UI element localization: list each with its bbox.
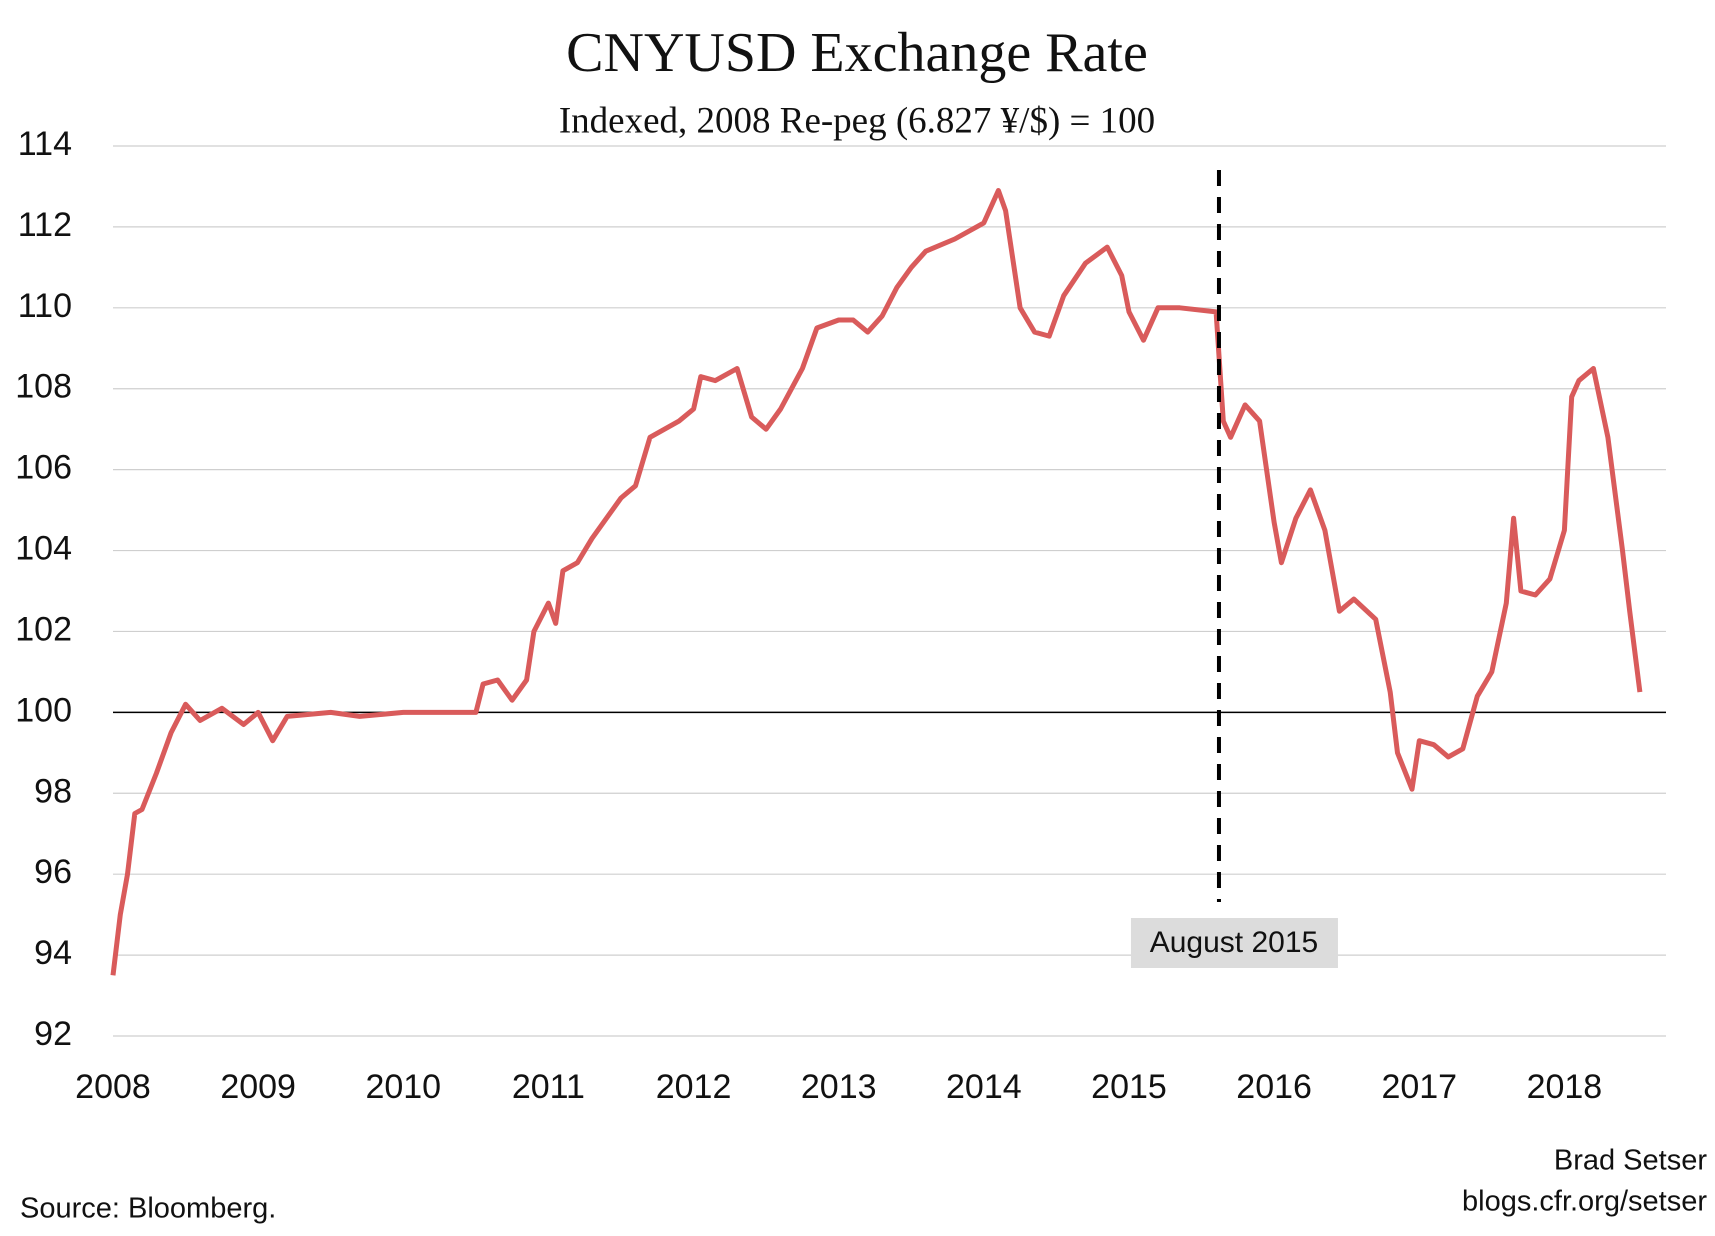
chart-subtitle: Indexed, 2008 Re-peg (6.827 ¥/$) = 100 [559, 100, 1155, 141]
y-tick-label: 104 [15, 530, 72, 568]
source-note: Source: Bloomberg. [20, 1193, 276, 1225]
y-tick-label: 114 [18, 125, 72, 163]
y-tick-label: 94 [34, 934, 72, 972]
x-tick-label: 2016 [1236, 1068, 1312, 1106]
x-tick-label: 2017 [1381, 1068, 1457, 1106]
chart-title: CNYUSD Exchange Rate [566, 22, 1148, 84]
y-tick-label: 108 [15, 368, 72, 406]
y-tick-label: 96 [34, 853, 72, 891]
credit: blogs.cfr.org/setser [1462, 1186, 1707, 1218]
x-tick-label: 2011 [512, 1068, 585, 1106]
credit: Brad Setser [1554, 1145, 1707, 1177]
x-tick-label: 2010 [365, 1068, 441, 1106]
y-tick-label: 110 [18, 287, 72, 325]
y-tick-label: 102 [15, 610, 72, 648]
y-tick-label: 92 [34, 1015, 72, 1053]
y-tick-label: 112 [18, 206, 72, 244]
x-tick-label: 2008 [75, 1068, 151, 1106]
line-series [110, 188, 1643, 976]
x-tick-label: 2018 [1527, 1068, 1603, 1106]
x-tick-label: 2009 [220, 1068, 296, 1106]
y-tick-label: 100 [15, 691, 72, 729]
y-tick-label: 106 [15, 449, 72, 487]
x-tick-label: 2014 [946, 1068, 1022, 1106]
annotation-box [1130, 918, 1338, 968]
x-tick-label: 2015 [1091, 1068, 1167, 1106]
y-tick-label: 98 [34, 772, 72, 810]
annotation-label: August 2015 [1150, 926, 1318, 959]
x-tick-label: 2013 [801, 1068, 877, 1106]
x-tick-label: 2012 [656, 1068, 732, 1106]
